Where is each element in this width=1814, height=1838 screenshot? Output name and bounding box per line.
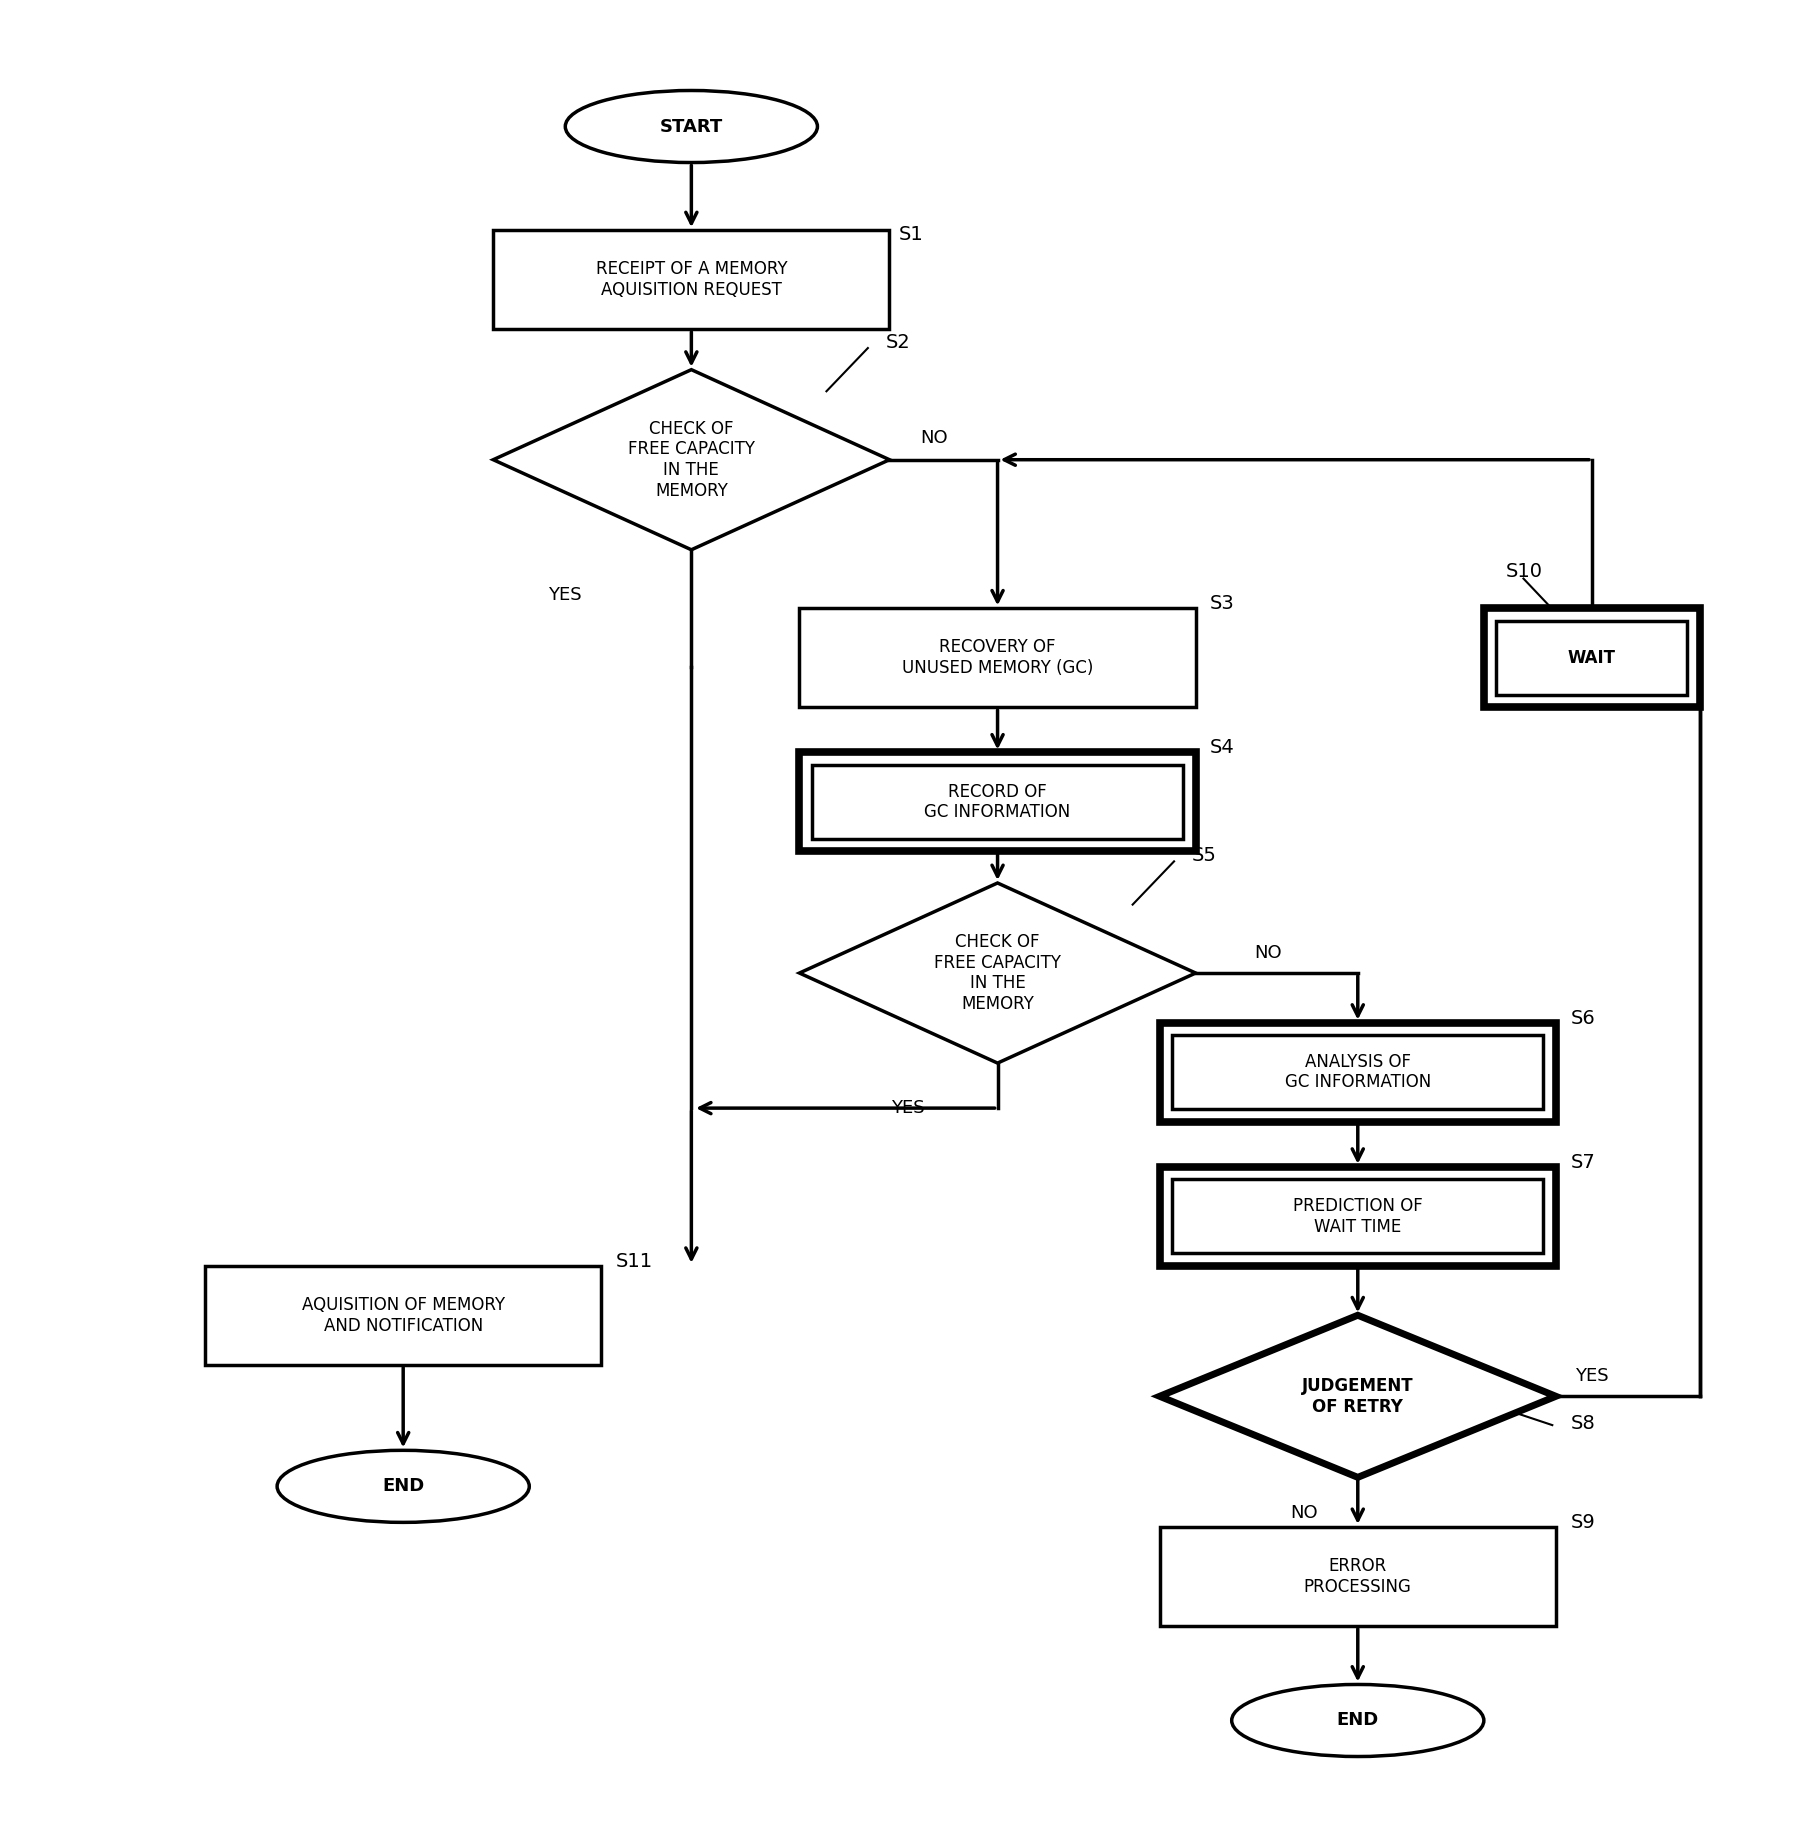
- Text: YES: YES: [548, 586, 582, 605]
- Text: PREDICTION OF
WAIT TIME: PREDICTION OF WAIT TIME: [1292, 1197, 1422, 1235]
- Polygon shape: [1159, 1316, 1555, 1478]
- Text: S9: S9: [1569, 1513, 1595, 1531]
- Text: S4: S4: [1210, 739, 1234, 757]
- Ellipse shape: [564, 90, 816, 162]
- FancyBboxPatch shape: [205, 1266, 600, 1366]
- Ellipse shape: [1232, 1684, 1484, 1757]
- FancyBboxPatch shape: [798, 608, 1195, 708]
- Text: S7: S7: [1569, 1152, 1595, 1171]
- Text: NO: NO: [1290, 1503, 1317, 1522]
- Text: ERROR
PROCESSING: ERROR PROCESSING: [1302, 1557, 1411, 1595]
- Text: RECORD OF
GC INFORMATION: RECORD OF GC INFORMATION: [923, 783, 1070, 822]
- Text: YES: YES: [1575, 1367, 1607, 1386]
- Text: AQUISITION OF MEMORY
AND NOTIFICATION: AQUISITION OF MEMORY AND NOTIFICATION: [301, 1296, 504, 1334]
- Text: CHECK OF
FREE CAPACITY
IN THE
MEMORY: CHECK OF FREE CAPACITY IN THE MEMORY: [628, 419, 755, 500]
- FancyBboxPatch shape: [1159, 1167, 1555, 1266]
- Ellipse shape: [278, 1450, 530, 1522]
- FancyBboxPatch shape: [1159, 1022, 1555, 1121]
- Text: S1: S1: [898, 224, 923, 244]
- FancyBboxPatch shape: [1484, 608, 1700, 708]
- Text: END: END: [383, 1478, 424, 1496]
- Text: NO: NO: [920, 428, 947, 447]
- Text: RECEIPT OF A MEMORY
AQUISITION REQUEST: RECEIPT OF A MEMORY AQUISITION REQUEST: [595, 261, 787, 300]
- Text: YES: YES: [891, 1099, 923, 1118]
- FancyBboxPatch shape: [1159, 1527, 1555, 1627]
- Text: S5: S5: [1192, 847, 1215, 866]
- Polygon shape: [798, 882, 1195, 1062]
- Text: S3: S3: [1210, 594, 1234, 614]
- Text: START: START: [658, 118, 722, 136]
- Polygon shape: [493, 369, 889, 550]
- Text: S6: S6: [1569, 1009, 1595, 1027]
- FancyBboxPatch shape: [493, 230, 889, 329]
- Text: NO: NO: [1253, 945, 1281, 963]
- Text: CHECK OF
FREE CAPACITY
IN THE
MEMORY: CHECK OF FREE CAPACITY IN THE MEMORY: [934, 934, 1061, 1013]
- Text: S11: S11: [615, 1252, 653, 1270]
- Text: WAIT: WAIT: [1567, 649, 1614, 667]
- Text: S2: S2: [885, 333, 911, 353]
- Text: S8: S8: [1569, 1413, 1595, 1434]
- Text: JUDGEMENT
OF RETRY: JUDGEMENT OF RETRY: [1301, 1377, 1413, 1415]
- Text: ANALYSIS OF
GC INFORMATION: ANALYSIS OF GC INFORMATION: [1284, 1053, 1429, 1092]
- Text: END: END: [1335, 1711, 1379, 1730]
- FancyBboxPatch shape: [798, 752, 1195, 851]
- Text: RECOVERY OF
UNUSED MEMORY (GC): RECOVERY OF UNUSED MEMORY (GC): [902, 638, 1092, 676]
- Text: S10: S10: [1504, 562, 1542, 581]
